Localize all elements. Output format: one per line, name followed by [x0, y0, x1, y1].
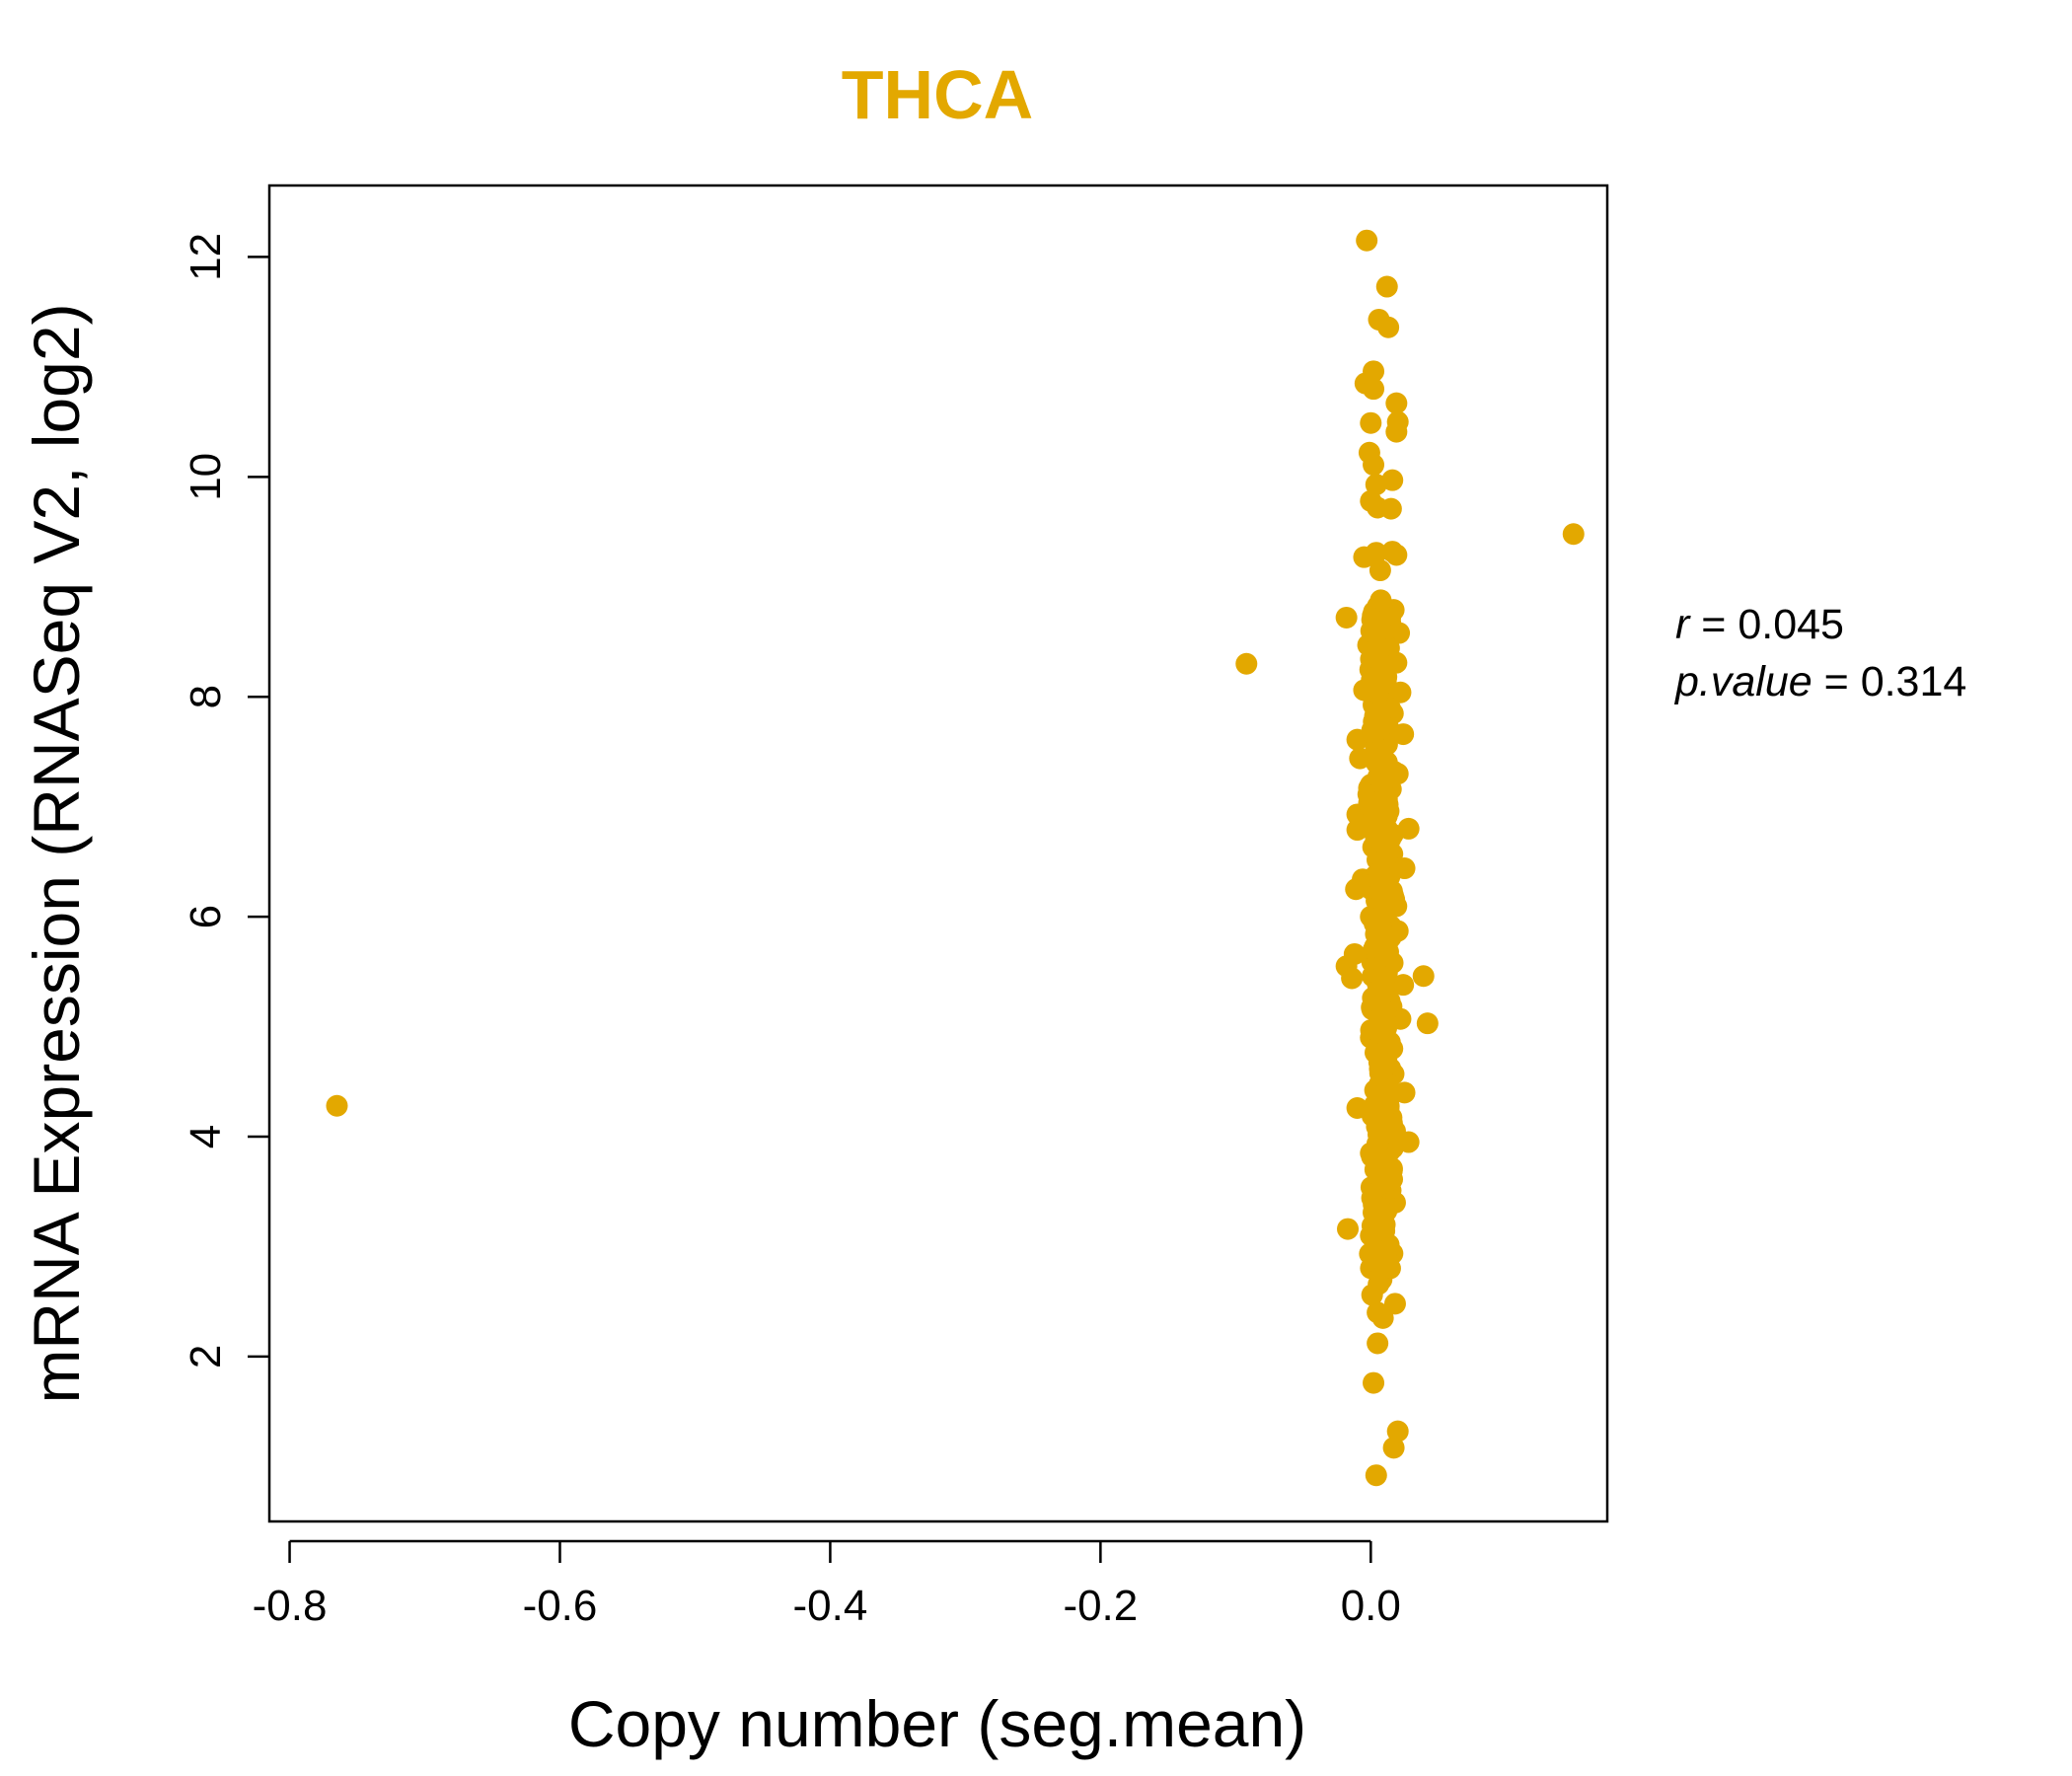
data-point	[1385, 420, 1408, 443]
data-point	[1412, 965, 1435, 988]
data-points	[326, 229, 1585, 1487]
data-point	[1370, 1172, 1393, 1195]
data-point	[1367, 496, 1389, 519]
y-tick-label: 4	[182, 1125, 230, 1148]
data-point	[1365, 1464, 1387, 1487]
data-point	[1374, 925, 1397, 947]
data-point	[1367, 1332, 1389, 1355]
chart-title: THCA	[842, 56, 1033, 133]
correlation-stats: r = 0.045 p.value = 0.314	[1673, 601, 1966, 705]
data-point	[1371, 1306, 1394, 1329]
data-point	[1370, 876, 1393, 899]
data-point	[1371, 976, 1394, 999]
data-point	[1369, 618, 1392, 640]
data-point	[1373, 1220, 1396, 1242]
data-point	[1368, 649, 1390, 672]
x-tick-label: -0.2	[1063, 1582, 1138, 1630]
y-tick-label: 12	[182, 233, 230, 281]
p-value-statistic: p.value = 0.314	[1673, 658, 1966, 705]
data-point	[1365, 542, 1387, 564]
data-point	[1369, 559, 1391, 582]
data-point	[1368, 1196, 1390, 1219]
data-point	[1365, 474, 1387, 496]
x-tick-label: 0.0	[1341, 1582, 1401, 1630]
data-point	[1367, 1149, 1389, 1172]
data-point	[1374, 1095, 1397, 1118]
data-point	[1385, 544, 1408, 566]
data-point	[1372, 747, 1395, 770]
data-point	[1369, 791, 1391, 814]
p-value-label: p.value	[1673, 658, 1813, 705]
data-point	[1356, 229, 1378, 252]
r-label: r	[1675, 601, 1691, 648]
y-axis-title: mRNA Expression (RNASeq V2, log2)	[20, 303, 93, 1403]
data-point	[1360, 411, 1382, 434]
data-point	[1374, 1239, 1397, 1262]
data-point	[1377, 316, 1400, 338]
r-value: 0.045	[1738, 601, 1844, 648]
x-tick-label: -0.6	[523, 1582, 598, 1630]
data-point	[1235, 652, 1258, 675]
data-point	[1363, 1371, 1385, 1394]
y-axis: 2 4 6 8 10 12	[182, 233, 269, 1369]
data-point	[1367, 1133, 1389, 1155]
data-point	[326, 1094, 348, 1117]
x-tick-label: -0.4	[793, 1582, 868, 1630]
r-statistic: r = 0.045	[1675, 601, 1844, 648]
data-point	[1369, 707, 1391, 730]
data-point	[1386, 1420, 1409, 1443]
data-point	[1375, 275, 1398, 298]
data-point	[1416, 1012, 1439, 1035]
data-point	[1385, 392, 1408, 414]
data-point	[1383, 1293, 1406, 1315]
y-tick-label: 2	[182, 1345, 230, 1369]
data-point	[1392, 974, 1415, 997]
p-value: 0.314	[1861, 658, 1967, 705]
y-tick-label: 10	[182, 453, 230, 501]
data-point	[1371, 831, 1394, 853]
data-point	[1367, 682, 1389, 704]
data-point	[1382, 1437, 1405, 1459]
data-point	[1341, 967, 1364, 990]
r-equals: =	[1689, 601, 1738, 648]
plot-frame	[267, 184, 1609, 1523]
p-equals: =	[1813, 658, 1861, 705]
x-axis: -0.8 -0.6 -0.4 -0.2 0.0	[253, 1539, 1401, 1630]
data-point	[1345, 878, 1368, 901]
y-tick-label: 8	[182, 685, 230, 708]
x-axis-title: Copy number (seg.mean)	[568, 1687, 1306, 1760]
data-point	[1337, 1218, 1360, 1240]
data-point	[1369, 1044, 1392, 1067]
y-tick-label: 6	[182, 905, 230, 928]
data-point	[1349, 747, 1371, 770]
data-point	[1562, 523, 1585, 546]
data-point	[1363, 378, 1385, 401]
data-point	[1363, 454, 1385, 477]
x-tick-label: -0.8	[253, 1582, 328, 1630]
data-point	[1335, 606, 1358, 629]
